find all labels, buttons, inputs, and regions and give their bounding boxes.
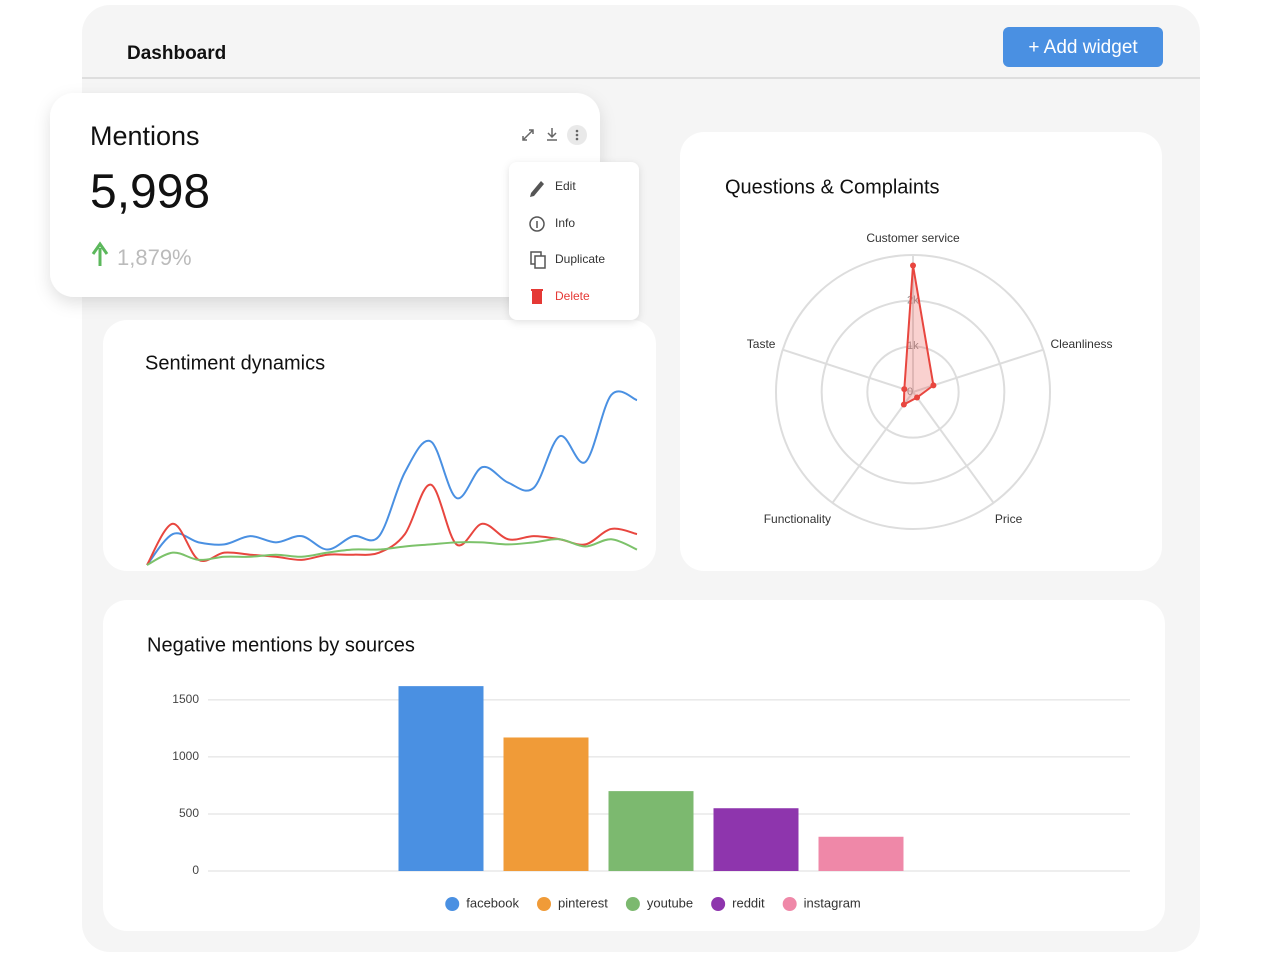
more-dots bbox=[575, 129, 579, 141]
mentions-value: 5,998 bbox=[90, 166, 210, 219]
radar-spoke bbox=[782, 348, 914, 393]
menu-item[interactable]: Delete bbox=[555, 289, 590, 303]
radar-tick-label: 1k bbox=[907, 340, 919, 352]
bar bbox=[398, 686, 484, 871]
radar-point bbox=[900, 401, 907, 408]
menu-item[interactable]: Info bbox=[555, 216, 575, 230]
legend-swatch bbox=[782, 897, 797, 911]
chart-title: Questions & Complaints bbox=[725, 176, 940, 198]
complaints-card bbox=[680, 132, 1162, 571]
chart-title: Sentiment dynamics bbox=[145, 352, 325, 374]
page-title: Dashboard bbox=[127, 43, 226, 64]
legend-label: instagram bbox=[804, 895, 861, 910]
info-icon bbox=[529, 216, 545, 232]
edit-icon bbox=[530, 181, 544, 197]
radar-axis-label: Price bbox=[995, 512, 1023, 526]
y-tick-label: 1000 bbox=[172, 749, 199, 763]
radar-point bbox=[910, 262, 916, 269]
duplicate-icon-front bbox=[534, 255, 546, 269]
radar-spoke bbox=[831, 391, 914, 504]
menu-item[interactable]: Duplicate bbox=[555, 252, 605, 266]
radar-axis-label: Functionality bbox=[764, 512, 831, 526]
radar-spoke bbox=[912, 391, 995, 504]
legend-label: youtube bbox=[647, 895, 693, 910]
radar-point bbox=[901, 386, 908, 393]
context-menu bbox=[509, 162, 639, 320]
radar-point bbox=[914, 394, 921, 401]
bar bbox=[503, 737, 589, 871]
legend-label: facebook bbox=[466, 895, 519, 910]
line-series bbox=[146, 538, 638, 566]
y-tick-label: 1500 bbox=[172, 692, 199, 706]
mentions-change: 1,879% bbox=[117, 245, 192, 270]
chart-title: Negative mentions by sources bbox=[147, 634, 415, 656]
radar-axis-label: Customer service bbox=[866, 231, 960, 245]
legend-swatch bbox=[625, 897, 640, 911]
radar-axis-label: Cleanliness bbox=[1051, 337, 1113, 351]
add-widget-button[interactable] bbox=[1003, 27, 1163, 67]
legend-label: pinterest bbox=[558, 895, 608, 910]
radar-area bbox=[902, 265, 935, 407]
bar bbox=[713, 808, 799, 871]
menu-item[interactable]: Edit bbox=[555, 179, 576, 193]
up-arrow bbox=[91, 241, 109, 266]
legend-swatch bbox=[711, 897, 726, 911]
radar-axis-label: Taste bbox=[747, 337, 776, 351]
legend-label: reddit bbox=[732, 895, 765, 910]
delete-icon bbox=[531, 289, 543, 304]
add-widget-label[interactable]: + Add widget bbox=[1028, 37, 1138, 58]
bar bbox=[818, 836, 904, 871]
radar-point bbox=[930, 382, 937, 389]
y-tick-label: 0 bbox=[192, 863, 199, 877]
line-series bbox=[146, 390, 638, 566]
legend-swatch bbox=[537, 897, 552, 911]
mentions-card bbox=[50, 93, 600, 297]
bar bbox=[608, 791, 694, 871]
y-tick-label: 500 bbox=[179, 806, 199, 820]
radar-tick-label: 0 bbox=[907, 386, 913, 398]
sentiment-card bbox=[103, 320, 656, 571]
legend-swatch bbox=[445, 897, 460, 911]
mentions-title: Mentions bbox=[90, 121, 200, 151]
widget-icons bbox=[522, 128, 557, 141]
